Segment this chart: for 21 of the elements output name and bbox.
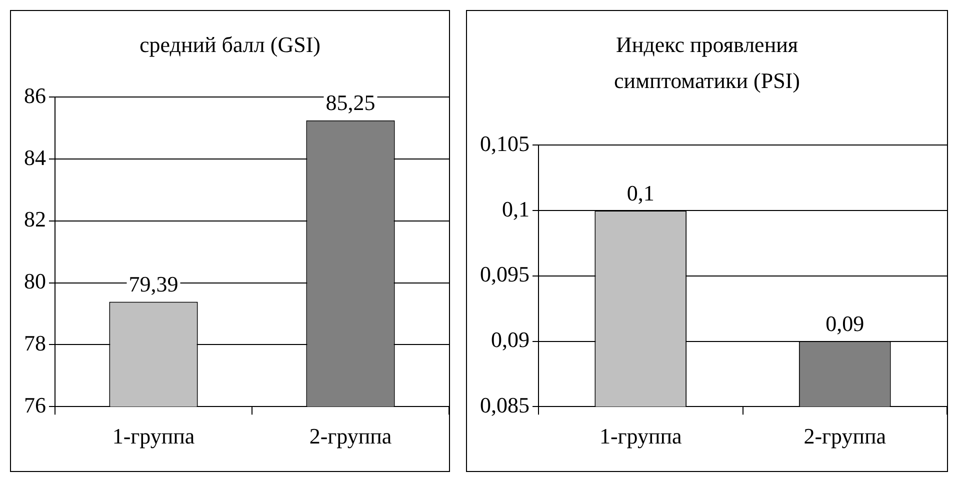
data-label: 0,1 [626,180,654,206]
data-label: 0,09 [826,311,864,336]
x-tick-label: 1-группа [112,424,195,449]
y-tick-label: 0,105 [480,130,530,156]
data-label: 79,39 [128,271,178,296]
x-tick-label: 2-группа [804,424,886,449]
x-tick-label: 2-группа [309,424,392,449]
y-tick-label: 0,095 [480,262,530,287]
y-tick-label: 82 [24,206,46,232]
y-tick-label: 76 [24,392,46,418]
data-label: 85,25 [326,90,376,116]
chart-title: Индекс проявления симптоматики (PSI) [613,31,801,95]
x-tick-label: 1-группа [599,424,682,449]
y-tick-label: 0,085 [480,392,530,418]
y-tick-label: 80 [24,268,46,294]
y-tick-label: 78 [24,330,46,356]
y-tick-label: 0,09 [491,327,530,352]
y-tick-label: 86 [24,82,46,108]
y-tick-label: 0,1 [502,196,530,222]
y-tick-label: 84 [24,144,46,170]
chart-title: средний балл (GSI) [138,31,322,59]
